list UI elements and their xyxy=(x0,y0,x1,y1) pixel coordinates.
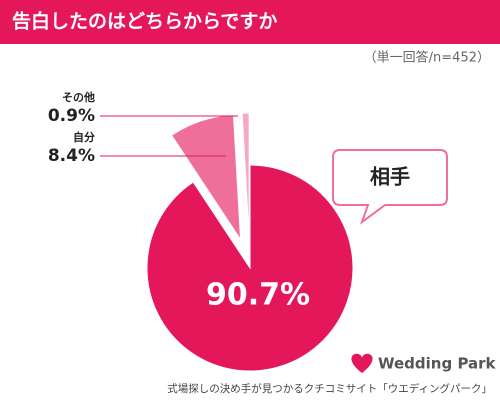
logo-heart xyxy=(351,353,373,373)
source-note: 式場探しの決め手が見つかるクチコミサイト「ウエディングパーク」 xyxy=(167,382,492,395)
header-bar xyxy=(0,0,500,44)
chart-title: 告白したのはどちらからですか xyxy=(12,10,277,33)
slice-label: 相手 xyxy=(370,165,410,189)
pie-slice xyxy=(241,112,250,239)
pie xyxy=(146,112,354,372)
slice-label: 自分 xyxy=(73,130,95,144)
logo-text: Wedding Park xyxy=(378,355,497,373)
value-label: 0.9% xyxy=(48,106,95,126)
value-label: 90.7% xyxy=(206,278,310,313)
callout-bubble xyxy=(332,149,448,225)
pie-slice xyxy=(146,164,354,372)
chart-subtitle: （単一回答/n=452） xyxy=(364,50,490,66)
value-label: 8.4% xyxy=(48,146,95,166)
slice-label: その他 xyxy=(62,90,95,104)
pie-slice xyxy=(170,114,242,242)
